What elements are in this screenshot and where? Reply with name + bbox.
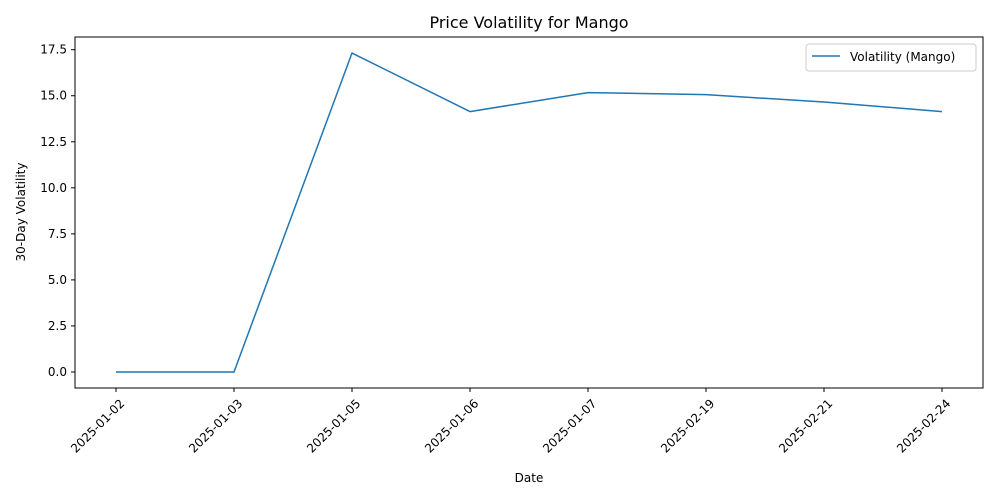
series-line xyxy=(116,52,943,373)
y-tick-label: 2.5 xyxy=(48,319,67,333)
y-axis-ticks: 0.0 2.5 5.0 7.5 10.0 12.5 15.0 17.5 xyxy=(40,43,75,379)
legend: Volatility (Mango) xyxy=(805,43,977,72)
y-tick-label: 5.0 xyxy=(48,273,67,287)
y-tick-label: 10.0 xyxy=(40,181,67,195)
legend-box xyxy=(805,43,977,72)
y-tick-label: 17.5 xyxy=(40,43,67,57)
legend-label: Volatility (Mango) xyxy=(850,50,955,64)
x-axis-label: Date xyxy=(515,471,544,485)
chart-title: Price Volatility for Mango xyxy=(429,13,628,32)
y-tick-label: 0.0 xyxy=(48,365,67,379)
y-tick-label: 15.0 xyxy=(40,89,67,103)
y-axis-label: 30-Day Volatility xyxy=(14,163,28,262)
plot-frame xyxy=(74,36,984,389)
y-tick-label: 12.5 xyxy=(40,135,67,149)
y-tick-label: 7.5 xyxy=(48,227,67,241)
series-group xyxy=(116,52,943,373)
